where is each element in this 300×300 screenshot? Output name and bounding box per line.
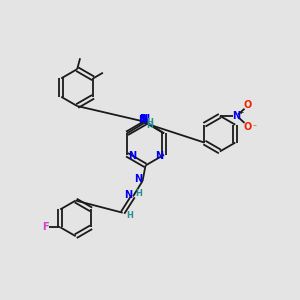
Text: N: N — [138, 115, 146, 125]
Text: H: H — [126, 211, 133, 220]
Text: O: O — [244, 122, 252, 132]
Text: H: H — [136, 189, 142, 198]
Text: ⁻: ⁻ — [253, 122, 256, 131]
Text: N: N — [142, 114, 150, 124]
Text: N: N — [139, 114, 147, 124]
Text: N: N — [128, 151, 136, 161]
Text: F: F — [42, 222, 48, 232]
Text: N: N — [232, 111, 240, 121]
Text: H: H — [147, 121, 154, 130]
Text: N: N — [134, 174, 142, 184]
Text: N: N — [155, 151, 164, 161]
Text: H: H — [146, 118, 153, 127]
Text: N: N — [124, 190, 132, 200]
Text: O: O — [244, 100, 252, 110]
Text: +: + — [238, 110, 243, 115]
